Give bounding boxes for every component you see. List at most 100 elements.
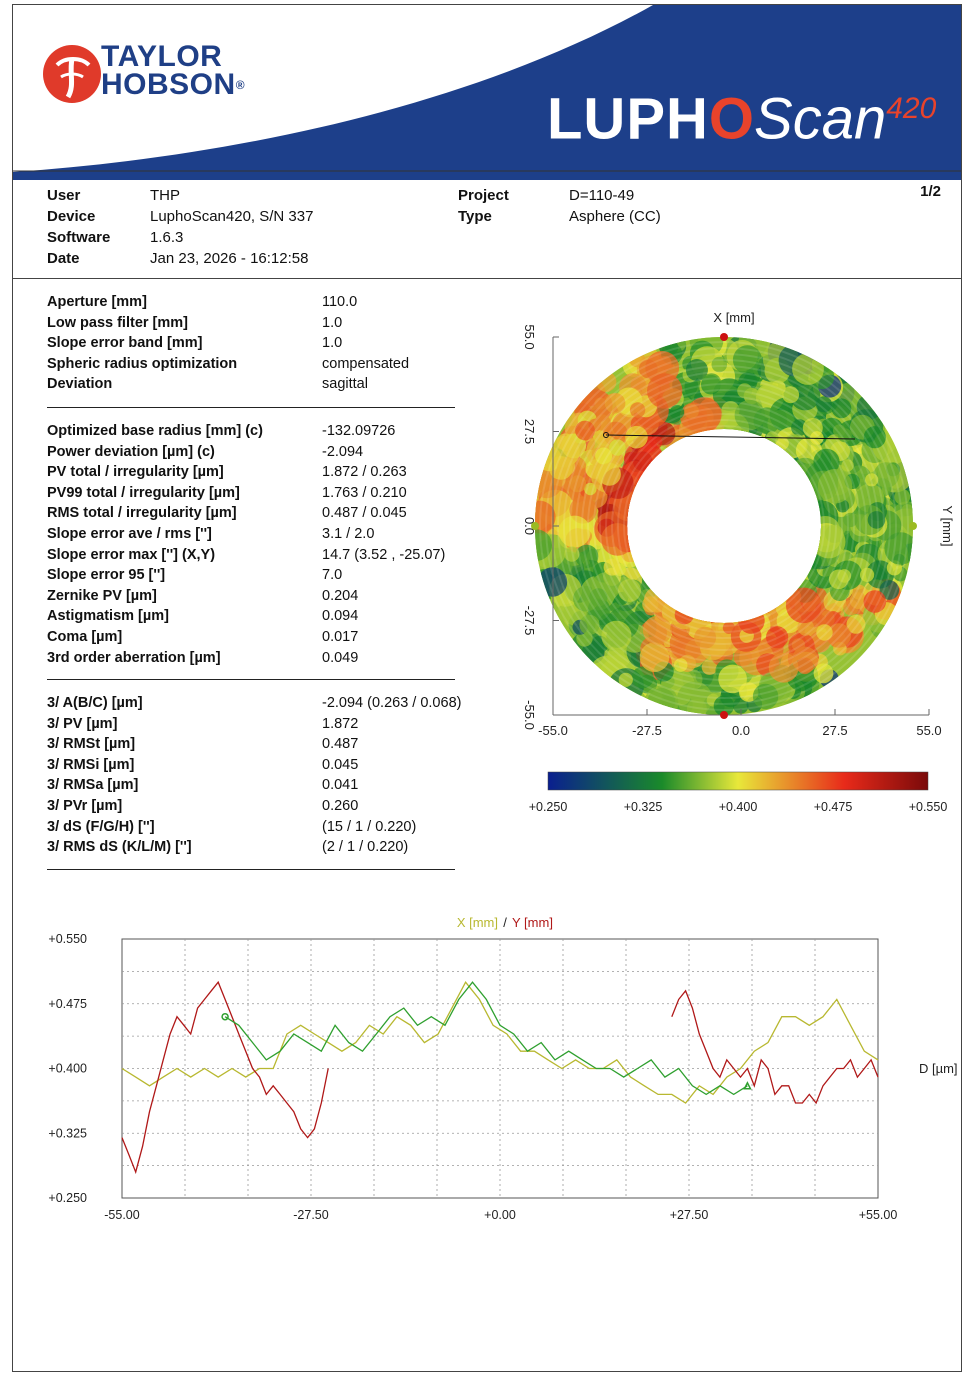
profile-end-marker (743, 1081, 752, 1090)
topography-cell (575, 420, 595, 441)
x-tick-label: -27.5 (632, 723, 662, 738)
topography-ring-line (551, 353, 897, 699)
project-info: Project D=110-49 Type Asphere (CC) (458, 185, 758, 235)
profile-series (121, 980, 879, 1175)
param-value: 0.045 (322, 756, 359, 773)
topography-cell (642, 615, 672, 645)
x-axis-title: X [mm] (713, 310, 754, 325)
topography-ring-line (539, 341, 909, 711)
topography-ring (534, 337, 913, 715)
param-value: 1.872 (322, 715, 359, 732)
y-tick-label: +0.400 (48, 1062, 87, 1076)
topography-cell (863, 426, 886, 449)
param-value: 1.0 (322, 335, 343, 352)
brand-name: TAYLOR HOBSON® (101, 42, 246, 100)
param-label: 3/ RMSt [µm] (47, 736, 136, 753)
profile-start-marker (221, 1012, 229, 1021)
param-value: (2 / 1 / 0.220) (322, 839, 409, 856)
colorbar-tick-label: +0.400 (719, 800, 758, 814)
topography-cell (579, 614, 600, 635)
param-value: 1.0 (322, 314, 343, 331)
topography-cell (901, 504, 913, 517)
topography-cell (604, 392, 626, 414)
taylor-hobson-logo-icon (43, 45, 101, 103)
topography-cell (718, 664, 747, 694)
x-tick-label: +55.00 (859, 1208, 898, 1222)
param-label: Spheric radius optimization (47, 355, 238, 372)
info-value: D=110-49 (569, 187, 635, 204)
topography-cell (843, 512, 858, 528)
topography-cell (849, 592, 867, 609)
topography-cell (873, 462, 900, 488)
param-label: Power deviation [µm] (c) (47, 443, 215, 460)
topography-cell (673, 658, 688, 672)
slope-error-marker-line (605, 434, 856, 440)
param-label: 3/ A(B/C) [µm] (47, 695, 143, 711)
topography-cell (825, 524, 844, 544)
topography-cell (894, 489, 911, 505)
header-banner (13, 5, 961, 180)
x-tick-label: -55.00 (104, 1208, 139, 1222)
param-value: -2.094 (0.263 / 0.068) (322, 695, 462, 711)
topography-cell (863, 590, 887, 613)
x-tick-label: +27.50 (670, 1208, 709, 1222)
y-tick-label: 55.0 (522, 324, 537, 349)
param-value: 7.0 (322, 567, 343, 584)
param-value: 0.049 (322, 649, 359, 666)
param-value: 0.094 (322, 608, 359, 625)
topography-cell (722, 621, 735, 634)
param-value: 0.017 (322, 628, 359, 645)
param-label: Slope error max [''] (X,Y) (47, 546, 216, 563)
info-label: Device (47, 208, 96, 225)
topography-ring-line (599, 401, 849, 651)
topography-ring-line (545, 347, 903, 705)
topography-cell (884, 532, 913, 565)
param-label: PV99 total / irregularity [µm] (47, 484, 240, 501)
info-label: Type (458, 208, 492, 225)
topography-cell (752, 683, 779, 710)
param-value: -2.094 (322, 443, 364, 460)
product-name-part1: LUPH (547, 86, 709, 152)
header-info: User THP Device LuphoScan420, S/N 337 Soft… (47, 185, 447, 275)
y-tick-label: +0.550 (48, 932, 87, 946)
info-value: 1.6.3 (150, 229, 184, 246)
legend-x-label: X [mm] (457, 915, 498, 930)
topography-cell (785, 587, 822, 624)
topography-cell (625, 425, 648, 449)
slope-error-marker-point (603, 432, 609, 438)
topography-map: -55.0 -27.5 0.0 27.5 55.0 55.0 27.5 0.0 -27.5 -55… (522, 310, 953, 814)
topography-cell (569, 475, 587, 493)
colorbar-tick-label: +0.250 (529, 800, 568, 814)
product-name-o: O (708, 86, 755, 152)
topography-ring-line (593, 395, 855, 657)
param-label: Zernike PV [µm] (47, 587, 157, 604)
topography-cell (792, 353, 824, 385)
param-label: Slope error band [mm] (47, 335, 203, 352)
topography-cell (638, 359, 658, 379)
info-label: User (47, 187, 81, 204)
param-value: 1.763 / 0.210 (322, 484, 407, 501)
topography-cell (595, 447, 613, 465)
brand-reg: ® (235, 78, 246, 92)
topography-ring-line (587, 389, 861, 663)
x-tick-label: -55.0 (538, 723, 568, 738)
topography-cell (791, 638, 805, 652)
topography-cell (679, 402, 708, 430)
topography-cell (817, 469, 853, 504)
y-marker-left (531, 522, 539, 530)
y-tick-label: 0.0 (522, 517, 537, 535)
settings-divider (47, 407, 455, 408)
topography-cell (879, 580, 900, 600)
param-label: Low pass filter [mm] (47, 314, 188, 331)
topography-cell (831, 398, 852, 419)
colorbar-tick-label: +0.325 (624, 800, 663, 814)
param-label: Optimized base radius [mm] (c) (47, 423, 263, 439)
param-label: Aperture [mm] (47, 294, 147, 310)
product-name-part2: Scan (754, 86, 887, 152)
topography-cell (815, 396, 832, 413)
topography-ring-line (569, 371, 879, 681)
param-label: 3/ PV [µm] (47, 715, 118, 732)
y-marker-right (909, 522, 917, 530)
param-value: 14.7 (3.52 , -25.07) (322, 546, 446, 563)
param-value: sagittal (322, 376, 368, 393)
